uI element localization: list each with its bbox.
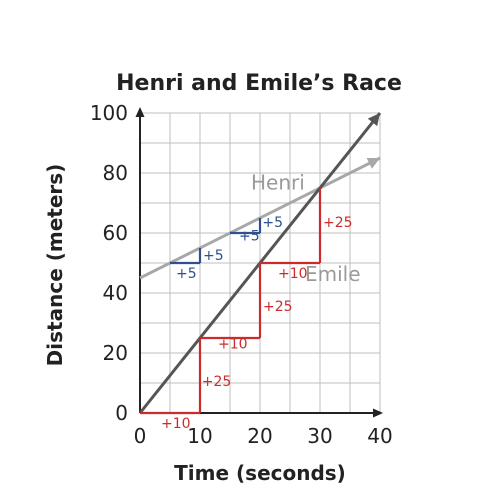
run-label: +5 — [176, 266, 197, 282]
run-label: +5 — [239, 229, 260, 245]
x-axis-title: Time (seconds) — [174, 461, 346, 485]
rise-label: +25 — [263, 299, 293, 315]
y-tick-label: 40 — [103, 281, 128, 305]
y-tick-label: 80 — [103, 161, 128, 185]
x-axis-arrow-icon — [373, 408, 383, 418]
x-tick-label: 40 — [367, 424, 392, 448]
x-tick-label: 0 — [134, 424, 147, 448]
series-label-emile: Emile — [305, 262, 361, 286]
x-tick-label: 20 — [247, 424, 272, 448]
y-tick-label: 100 — [90, 101, 128, 125]
x-tick-label: 10 — [187, 424, 212, 448]
rise-label: +5 — [262, 215, 283, 231]
run-label: +10 — [161, 416, 191, 432]
run-label: +10 — [218, 337, 248, 353]
y-tick-label: 20 — [103, 341, 128, 365]
rise-label: +5 — [203, 248, 224, 264]
y-axis-arrow-icon — [135, 107, 145, 117]
tick-labels: 0 10 20 30 40 0 20 40 60 80 100 — [90, 101, 393, 448]
series-label-henri: Henri — [251, 171, 305, 195]
y-tick-label: 0 — [115, 401, 128, 425]
chart-title: Henri and Emile’s Race — [116, 71, 402, 96]
rise-label: +25 — [202, 374, 232, 390]
series-arrow-icon — [366, 158, 380, 169]
y-axis-title: Distance (meters) — [43, 164, 67, 367]
x-tick-label: 30 — [307, 424, 332, 448]
series-arrow-icon — [367, 113, 380, 127]
run-label: +10 — [278, 266, 308, 282]
y-tick-label: 60 — [103, 221, 128, 245]
slope-annotations: +5+5+5+5+10+25+10+25+10+25 — [140, 188, 353, 432]
rise-label: +25 — [323, 215, 353, 231]
